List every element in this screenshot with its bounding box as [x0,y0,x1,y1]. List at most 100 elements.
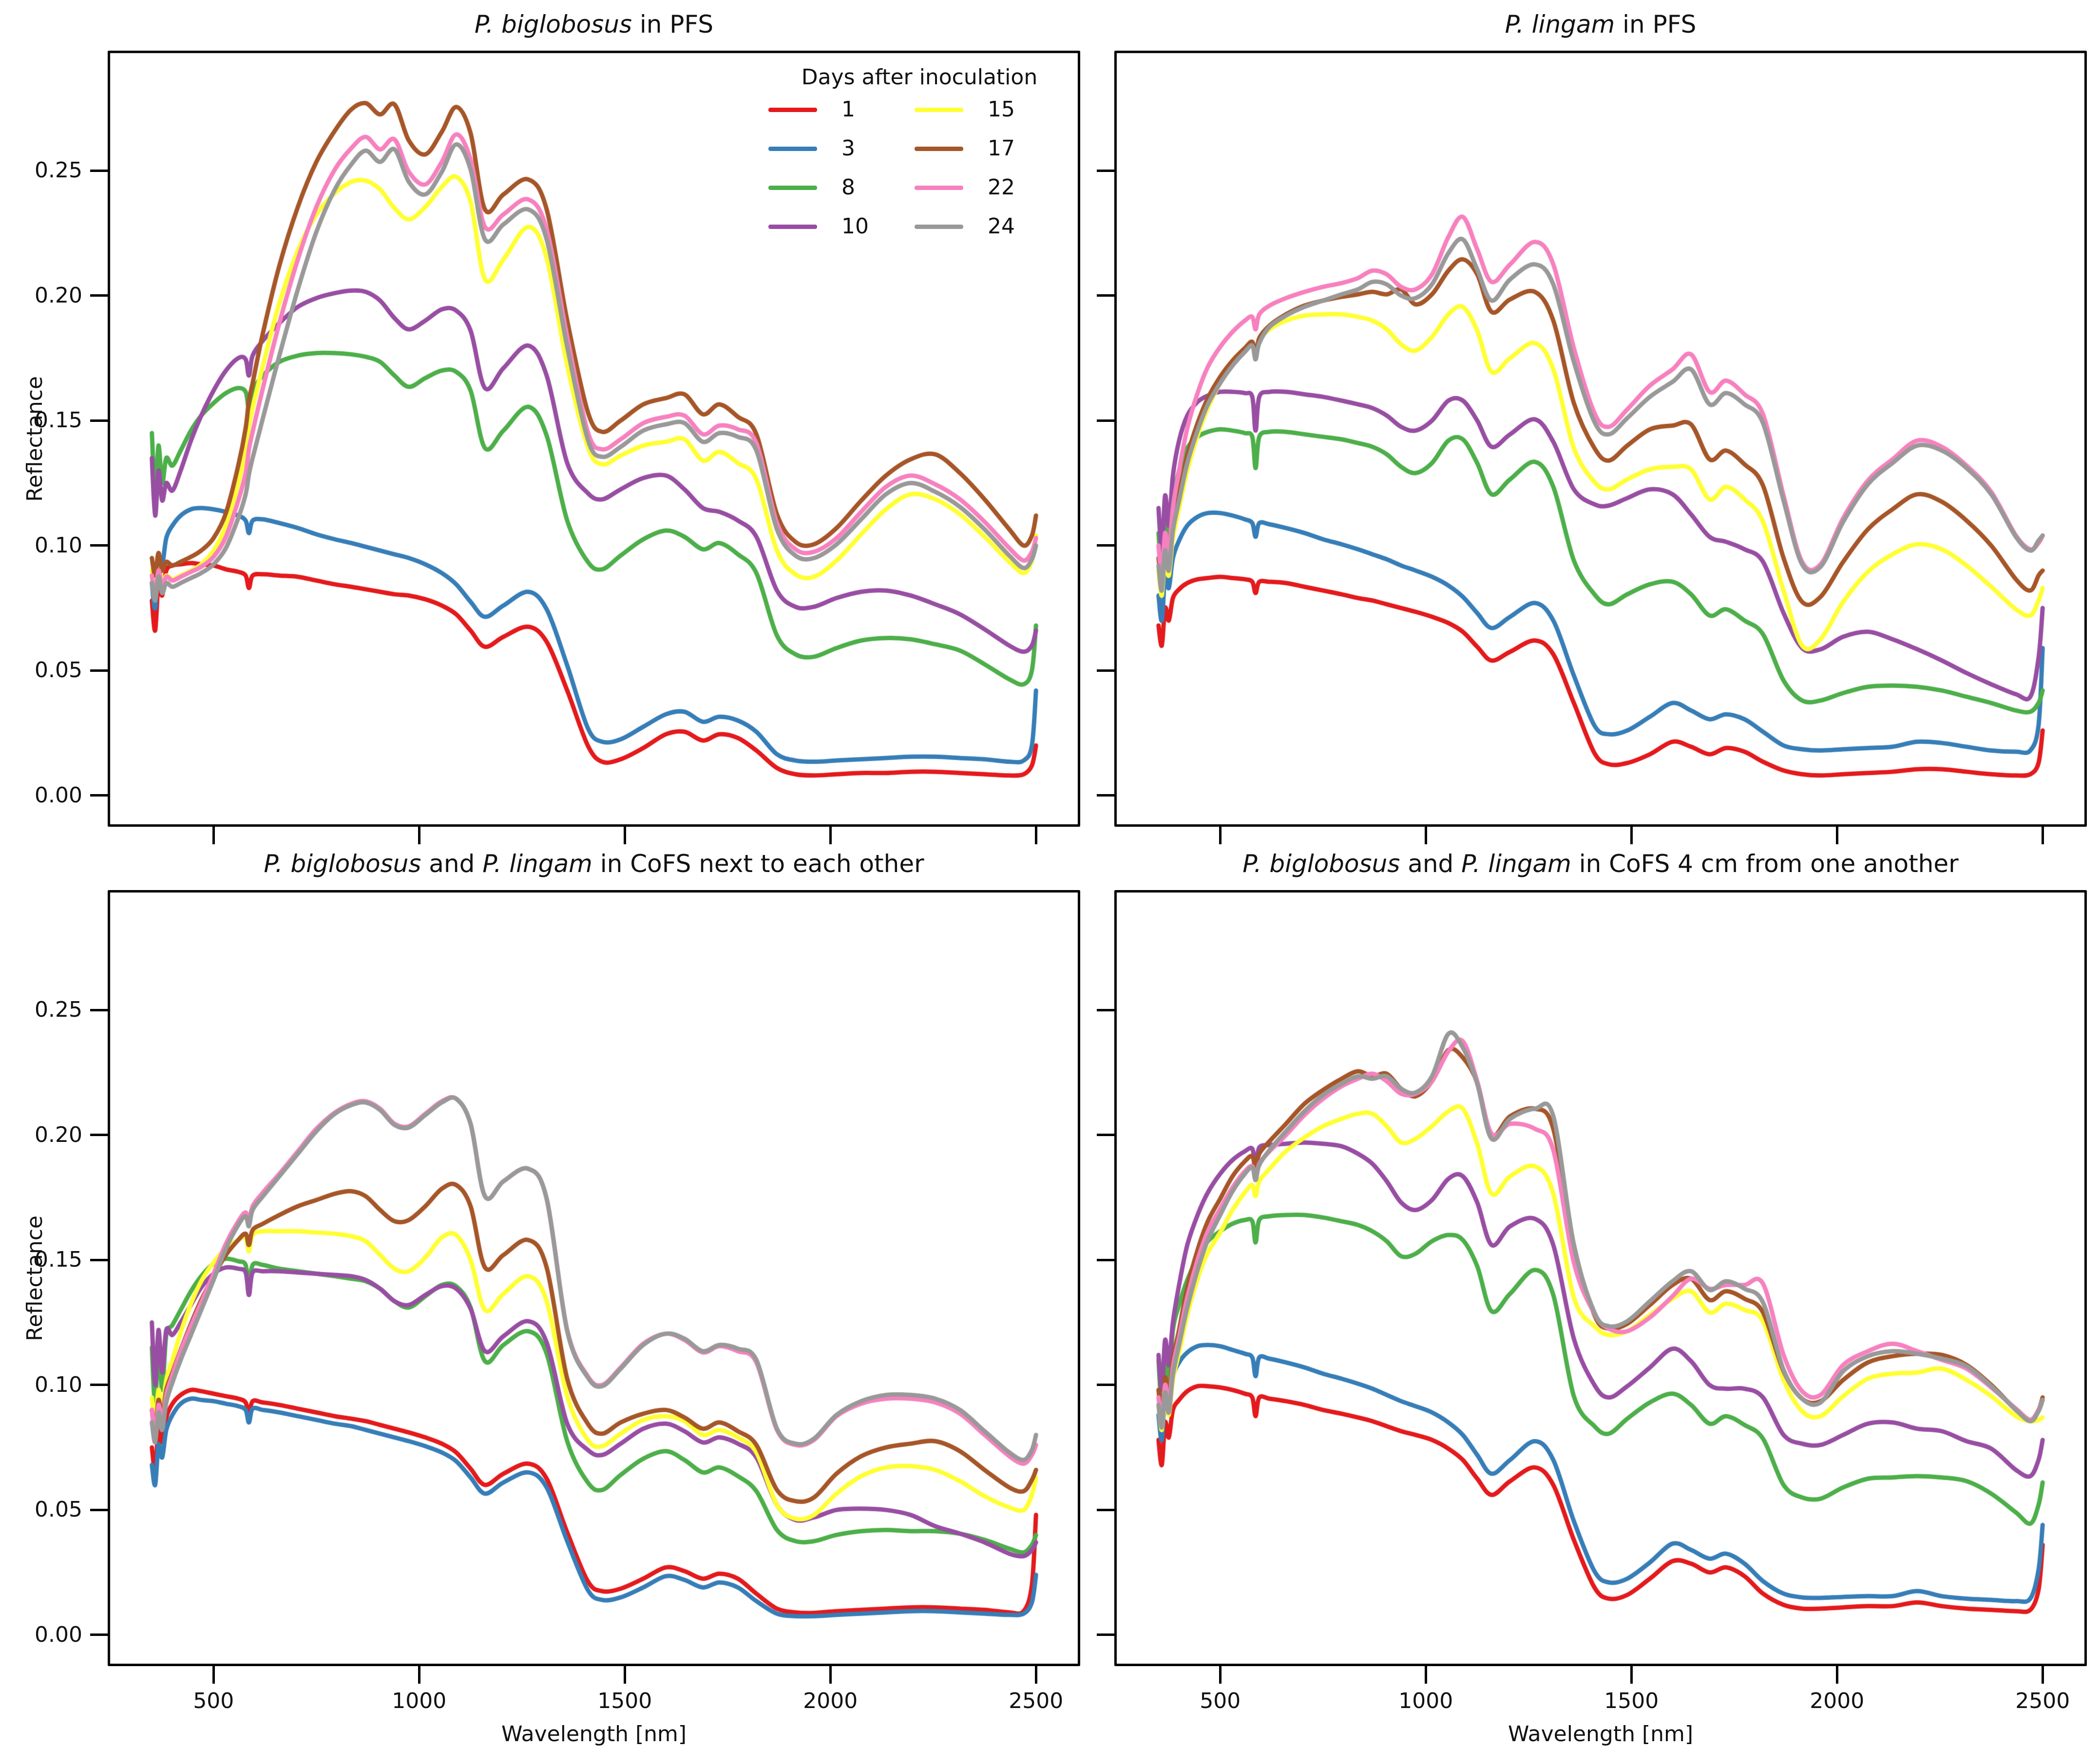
title-segment: in CoFS next to each other [592,850,924,878]
y-tick-mark [90,794,108,797]
x-tick-label: 1000 [392,1689,447,1713]
subplot-3-title: P. biglobosus and P. lingam in CoFS next… [108,849,1080,878]
y-tick-mark [1097,544,1114,547]
y-tick-mark [1097,169,1114,172]
x-tick-mark [1424,827,1427,844]
y-tick-mark [90,1008,108,1011]
x-tick-label: 2500 [2015,1689,2070,1713]
x-tick-mark [212,1666,215,1684]
subplot-4-title: P. biglobosus and P. lingam in CoFS 4 cm… [1114,849,2087,878]
x-tick-mark [1034,1666,1037,1684]
legend-entry-label: 8 [841,175,855,200]
legend-entry-label: 22 [988,175,1015,200]
legend-line-swatch [915,146,963,151]
x-tick-mark [1630,827,1633,844]
subplot-1-title: P. biglobosus in PFS [108,10,1080,39]
y-tick-label: 0.15 [35,408,82,433]
title-segment: in PFS [631,10,714,38]
y-tick-label: 0.15 [35,1247,82,1272]
legend-entry-label: 1 [841,97,855,122]
legend-title: Days after inoculation [801,65,1038,90]
y-tick-label: 0.05 [35,658,82,683]
x-tick-mark [829,1666,832,1684]
y-tick-mark [90,544,108,547]
y-tick-mark [1097,669,1114,672]
legend-entry-label: 3 [841,136,855,161]
legend: Days after inoculation 1 15 3 17 8 22 10 24 [768,64,1070,239]
subplot-3-plot-canvas [108,890,1080,1666]
x-axis-label: Wavelength [nm] [1508,1722,1694,1747]
x-tick-label: 500 [1200,1689,1241,1713]
title-segment: P. lingam [482,850,592,878]
y-tick-label: 0.05 [35,1497,82,1522]
y-tick-mark [1097,1008,1114,1011]
legend-entry-label: 17 [988,136,1015,161]
y-tick-mark [90,419,108,422]
y-tick-mark [1097,1258,1114,1261]
x-tick-label: 2500 [1009,1689,1064,1713]
title-segment: P. biglobosus [474,10,632,38]
y-tick-mark [90,1134,108,1137]
x-tick-mark [1835,1666,1838,1684]
x-tick-mark [418,827,420,844]
y-tick-label: 0.25 [35,997,82,1023]
x-tick-mark [1219,1666,1222,1684]
y-tick-mark [90,294,108,297]
legend-entry-label: 24 [988,214,1015,239]
legend-line-swatch [915,224,963,229]
x-tick-mark [1034,827,1037,844]
title-segment: in CoFS 4 cm from one another [1571,850,1959,878]
x-axis-label: Wavelength [nm] [501,1722,687,1747]
title-segment: P. lingam [1505,10,1615,38]
y-tick-mark [90,1508,108,1511]
y-tick-mark [90,1384,108,1386]
y-tick-mark [90,669,108,672]
legend-line-swatch [768,107,817,112]
title-segment: and [421,850,483,878]
subplot-2-title: P. lingam in PFS [1114,10,2087,39]
y-axis-label: Reflectance [22,1215,47,1341]
x-tick-mark [1630,1666,1633,1684]
y-tick-mark [90,169,108,172]
x-tick-mark [623,1666,626,1684]
x-tick-mark [418,1666,420,1684]
legend-line-swatch [768,185,817,190]
x-tick-mark [1219,827,1222,844]
x-tick-mark [623,827,626,844]
y-tick-label: 0.25 [35,158,82,183]
y-tick-mark [90,1633,108,1636]
x-tick-label: 1500 [597,1689,652,1713]
y-tick-mark [1097,794,1114,797]
title-segment: in PFS [1615,10,1697,38]
x-tick-mark [829,827,832,844]
legend-line-swatch [915,185,963,190]
x-tick-label: 1000 [1398,1689,1453,1713]
y-tick-mark [1097,1134,1114,1137]
x-tick-label: 500 [193,1689,234,1713]
y-tick-label: 0.00 [35,782,82,808]
x-tick-mark [2041,1666,2044,1684]
legend-entry-label: 10 [841,214,869,239]
y-tick-mark [90,1258,108,1261]
title-segment: P. biglobosus [1242,850,1400,878]
y-tick-label: 0.10 [35,1372,82,1397]
x-tick-mark [212,827,215,844]
title-segment: P. lingam [1461,850,1571,878]
x-tick-label: 1500 [1604,1689,1659,1713]
y-tick-label: 0.10 [35,532,82,558]
x-tick-label: 2000 [1810,1689,1865,1713]
subplot-4-plot-canvas [1114,890,2087,1666]
y-tick-mark [1097,419,1114,422]
legend-line-swatch [915,107,963,112]
y-tick-mark [1097,1508,1114,1511]
y-tick-label: 0.00 [35,1622,82,1647]
x-tick-mark [1424,1666,1427,1684]
subplot-2-plot-canvas [1114,51,2087,827]
legend-entry-label: 15 [988,97,1015,122]
y-tick-label: 0.20 [35,1122,82,1147]
title-segment: and [1400,850,1462,878]
y-tick-mark [1097,1633,1114,1636]
y-axis-label: Reflectance [22,376,47,502]
y-tick-label: 0.20 [35,283,82,308]
